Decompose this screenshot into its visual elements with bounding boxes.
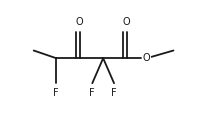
Text: O: O bbox=[76, 17, 84, 27]
Text: O: O bbox=[123, 17, 130, 27]
Text: F: F bbox=[54, 88, 59, 98]
Text: O: O bbox=[143, 53, 151, 63]
Text: F: F bbox=[89, 88, 95, 98]
Text: F: F bbox=[111, 88, 117, 98]
